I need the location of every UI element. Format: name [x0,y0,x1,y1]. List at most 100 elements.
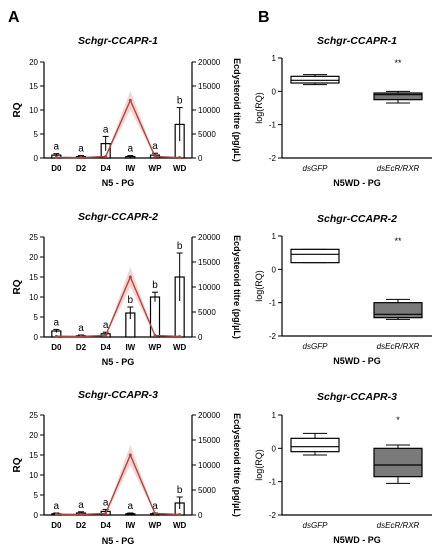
y-tick-label: 20 [29,253,38,262]
ecdysteroid-point [104,334,108,337]
y-tick-label: 15 [29,82,38,91]
y-tick-label: 1 [272,411,277,420]
x-axis-label: N5WD - PG [333,535,381,545]
x-tick-label: D2 [76,521,87,530]
ecdysteroid-error-band [56,445,180,515]
x-axis-label: N5 - PG [102,357,135,367]
y-tick-label: -1 [269,299,277,308]
ecdysteroid-point [178,156,182,160]
x-tick-label: D0 [51,164,62,173]
bar-WP [149,296,161,338]
y2-tick-label: 10000 [198,461,221,470]
x-tick-label: WD [173,343,187,352]
box-1 [373,302,423,319]
significance-letter: b [177,96,183,107]
ecdysteroid-point [128,98,132,102]
x-tick-label: D2 [76,343,87,352]
x-tick-label: dsEcR/RXR [377,164,420,173]
chart-title: Schgr-CCAPR-2 [78,211,158,223]
significance-letter: b [128,295,134,306]
y2-axis-label: Ecdysteroid titre (pg/µL) [232,58,242,162]
ecdysteroid-point [79,156,83,160]
significance-letter: a [54,142,60,153]
box-0 [290,248,340,264]
y-tick-label: 20 [29,431,38,440]
chart-title: Schgr-CCAPR-2 [317,213,397,225]
y-axis-label: log(RQ) [254,449,264,481]
ecdysteroid-point [104,512,108,515]
bar-chart-3: Schgr-CCAPR-3 0 5 10 15 20 25 0 5000 10000 15000 20… [12,389,242,546]
y-tick-label: 5 [34,491,39,500]
significance-letter: a [54,501,60,512]
y2-tick-label: 0 [198,511,203,520]
y2-axis-label: Ecdysteroid titre (pg/µL) [232,413,242,517]
y-tick-label: 25 [29,411,38,420]
y2-tick-label: 10000 [198,283,221,292]
y-axis-label: RQ [12,279,23,294]
y-axis-label: log(RQ) [254,270,264,302]
x-axis-label: N5 - PG [102,178,135,188]
significance-letter: a [78,500,84,511]
x-tick-label: WD [173,164,187,173]
ecdysteroid-error-band [56,267,180,337]
significance-letter: b [177,241,183,252]
ecdysteroid-point [54,155,58,159]
ecdysteroid-point [104,155,108,159]
y2-tick-label: 15000 [198,436,221,445]
panel-label-b: B [258,9,270,26]
y-tick-label: 0 [34,154,39,163]
panel-label-a: A [8,9,20,26]
chart-title: Schgr-CCAPR-1 [317,35,397,47]
significance-letter: a [54,317,60,328]
box-0 [290,437,340,453]
y-tick-label: -2 [269,511,277,520]
y-tick-label: 20 [29,58,38,67]
significance-letter: a [103,320,109,331]
box-chart-3: Schgr-CCAPR-3 -2 -1 0 1 log(RQ) dsGFP dsEcR/RXR… [254,391,432,545]
y-tick-label: -2 [269,154,277,163]
significance-marker: ** [394,58,402,68]
x-tick-label: WP [149,343,163,352]
box-1 [373,447,423,478]
y-axis-label: log(RQ) [254,92,264,124]
y2-tick-label: 15000 [198,258,221,267]
significance-letter: a [152,501,158,512]
x-tick-label: IW [125,521,135,530]
ecdysteroid-point [178,335,182,338]
y-tick-label: 5 [34,313,39,322]
ecdysteroid-point [54,512,58,516]
y-tick-label: 0 [34,333,39,342]
y2-tick-label: 5000 [198,130,216,139]
x-tick-label: WD [173,521,187,530]
ecdysteroid-point [79,335,83,338]
x-tick-label: D0 [51,521,62,530]
x-tick-label: D4 [101,343,112,352]
y2-tick-label: 20000 [198,411,221,420]
y-tick-label: 15 [29,451,38,460]
y2-tick-label: 5000 [198,308,216,317]
box-chart-2: Schgr-CCAPR-2 -2 -1 0 1 log(RQ) dsGFP dsEcR/RXR… [254,213,432,366]
significance-letter: a [78,323,84,334]
ecdysteroid-point [153,334,157,337]
significance-letter: a [128,501,134,512]
significance-letter: a [78,144,84,155]
x-tick-label: dsGFP [303,521,329,530]
ecdysteroid-line [56,453,180,516]
y-axis-label: RQ [12,457,23,472]
x-tick-label: dsGFP [303,164,329,173]
significance-letter: a [103,124,109,135]
box-0 [290,75,340,84]
significance-letter: a [128,144,134,155]
y-tick-label: 10 [29,471,38,480]
y-tick-label: 0 [272,444,277,453]
chart-title: Schgr-CCAPR-3 [78,389,158,401]
y2-tick-label: 20000 [198,233,221,242]
significance-letter: a [103,497,109,508]
ecdysteroid-point [153,155,157,159]
significance-letter: b [152,280,158,291]
box-chart-1: Schgr-CCAPR-1 -2 -1 0 1 log(RQ) dsGFP dsEcR/RXR… [254,35,432,188]
bar-chart-1: Schgr-CCAPR-1 0 5 10 15 20 0 5000 10000 15000 2000… [12,35,242,188]
y2-tick-label: 20000 [198,58,221,67]
y2-tick-label: 0 [198,333,203,342]
y2-tick-label: 5000 [198,486,216,495]
